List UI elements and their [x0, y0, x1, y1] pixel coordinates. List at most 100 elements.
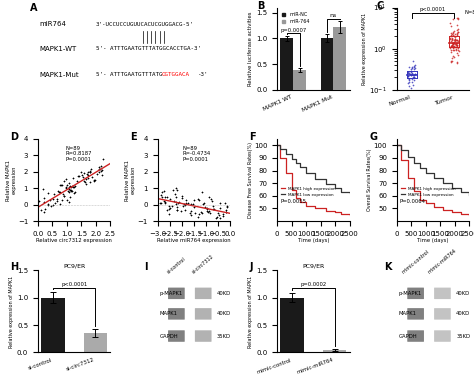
Point — [410, 64, 418, 70]
Point — [65, 180, 73, 186]
Text: p=0.0007: p=0.0007 — [280, 28, 306, 33]
Point — [39, 186, 46, 192]
Text: 3'-UCCUCCUGUUCACUCGUGGACG-5': 3'-UCCUCCUGUUCACUCGUGGACG-5' — [96, 22, 193, 27]
Point — [65, 199, 73, 205]
Point — [409, 74, 417, 80]
Point — [60, 193, 67, 199]
Y-axis label: Relative MAPK1
expression: Relative MAPK1 expression — [125, 160, 136, 200]
Point — [452, 47, 460, 53]
Point — [56, 201, 64, 207]
Point — [448, 36, 456, 42]
Point — [449, 45, 457, 51]
Point — [449, 41, 456, 47]
Point — [453, 36, 461, 42]
Title: PC9/ER: PC9/ER — [302, 263, 325, 269]
Point — [407, 69, 415, 75]
Point — [86, 169, 94, 175]
Point — [447, 43, 455, 49]
Point — [79, 174, 87, 180]
FancyBboxPatch shape — [195, 308, 211, 319]
Point — [180, 201, 188, 207]
Point — [454, 30, 461, 36]
Point — [167, 196, 174, 202]
Point — [217, 200, 224, 206]
Point — [451, 40, 458, 46]
Text: p-MAPK1: p-MAPK1 — [399, 291, 422, 296]
Point — [100, 156, 107, 162]
Bar — [41, 298, 64, 352]
Text: p-MAPK1: p-MAPK1 — [160, 291, 183, 296]
Point — [165, 206, 173, 212]
Text: C: C — [376, 1, 384, 11]
Point — [410, 66, 418, 72]
Point — [453, 31, 461, 37]
FancyBboxPatch shape — [168, 288, 185, 299]
Point — [453, 42, 461, 49]
Text: mimic-control: mimic-control — [401, 249, 430, 274]
Point — [450, 44, 458, 50]
Point — [452, 42, 460, 48]
Point — [161, 200, 168, 206]
Point — [187, 212, 195, 218]
Point — [454, 45, 462, 51]
Point — [447, 20, 454, 26]
Point — [194, 196, 202, 202]
Point — [203, 205, 211, 211]
Point — [208, 196, 215, 202]
Point — [219, 211, 227, 218]
Point — [188, 208, 195, 214]
Point — [410, 77, 418, 83]
Point — [219, 220, 227, 226]
Point — [405, 78, 413, 85]
Point — [221, 200, 229, 206]
Point — [66, 187, 73, 193]
Point — [451, 44, 459, 50]
Point — [453, 50, 461, 56]
Point — [91, 177, 98, 183]
Point — [405, 76, 413, 82]
FancyBboxPatch shape — [434, 330, 451, 342]
Point — [84, 169, 91, 175]
Point — [44, 202, 52, 208]
Point — [173, 200, 180, 207]
FancyBboxPatch shape — [168, 308, 185, 319]
Text: G: G — [369, 132, 377, 143]
Point — [54, 199, 61, 205]
Point — [409, 79, 416, 85]
Point — [449, 43, 457, 49]
Point — [448, 40, 456, 46]
Point — [408, 72, 415, 78]
Point — [84, 172, 92, 178]
Point — [449, 32, 456, 38]
Text: 5'- ATTTGAATGTTTATG: 5'- ATTTGAATGTTTATG — [96, 72, 162, 77]
Point — [409, 65, 416, 71]
Point — [175, 199, 183, 205]
Text: 40KD: 40KD — [217, 291, 231, 296]
Point — [407, 68, 415, 74]
Point — [404, 75, 411, 81]
Point — [454, 40, 461, 46]
Point — [198, 189, 206, 195]
Point — [37, 207, 45, 213]
Point — [451, 34, 459, 40]
Text: A: A — [30, 3, 38, 14]
Point — [86, 168, 93, 174]
Text: K: K — [384, 262, 391, 272]
Text: P=0.0064: P=0.0064 — [400, 199, 426, 204]
Point — [173, 207, 181, 213]
FancyBboxPatch shape — [168, 330, 185, 342]
Point — [455, 38, 462, 44]
Point — [450, 39, 457, 45]
Point — [56, 188, 64, 194]
X-axis label: Time (days): Time (days) — [417, 238, 449, 243]
Point — [181, 207, 189, 213]
Point — [86, 179, 94, 185]
Point — [454, 16, 462, 22]
Point — [454, 15, 462, 21]
Point — [213, 213, 220, 219]
Point — [455, 26, 462, 32]
Point — [191, 197, 198, 203]
Point — [66, 183, 73, 189]
Point — [206, 210, 213, 216]
Text: N=89
R=-0.4734
P=0.0001: N=89 R=-0.4734 P=0.0001 — [183, 146, 211, 162]
